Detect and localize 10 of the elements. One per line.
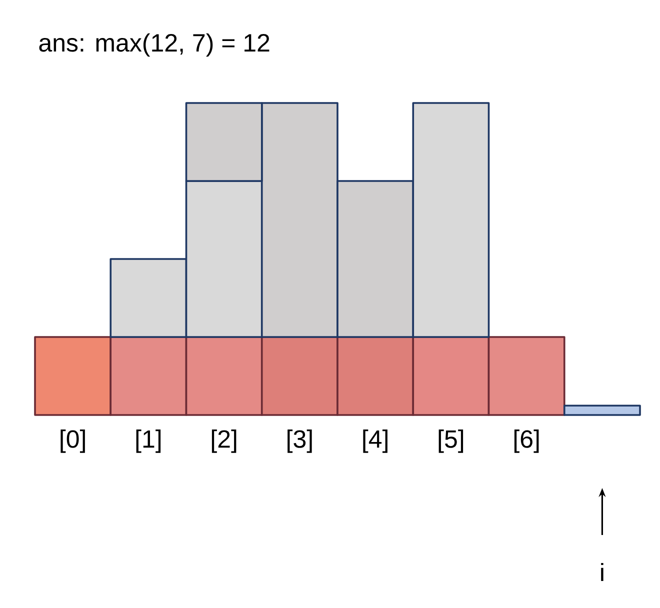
chart-title: ans: max(12, 7) = 12 — [39, 33, 270, 57]
x-tick-label: [0] — [60, 430, 85, 453]
x-tick-label: [2] — [212, 430, 236, 453]
x-tick-label: [3] — [288, 430, 312, 453]
x-tick-label: [4] — [363, 430, 388, 453]
x-tick-label: [5] — [438, 430, 464, 453]
x-tick-label: [6] — [514, 430, 539, 453]
bar — [563, 404, 641, 416]
text: i — [601, 562, 604, 582]
x-tick-label: [1] — [136, 430, 161, 453]
